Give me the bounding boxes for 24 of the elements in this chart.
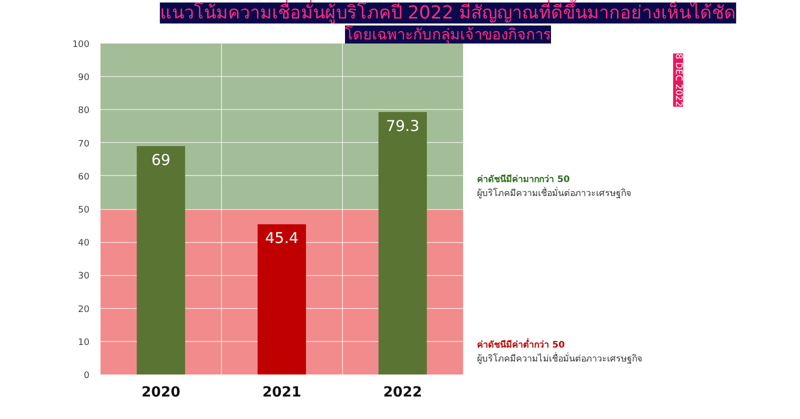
y-tick-label: 0 [84, 371, 90, 381]
bar [136, 146, 186, 374]
data-label: 45.4 [265, 229, 299, 248]
bar [258, 224, 306, 374]
y-tick-label: 100 [72, 40, 90, 50]
x-tick-label: 2022 [383, 384, 422, 400]
y-tick-label: 20 [78, 304, 90, 315]
y-tick-label: 80 [78, 106, 90, 116]
y-tick-label: 50 [78, 206, 90, 216]
band-label: ค่าดัชนีมีค่ามากกว่า 50 ผู้บริโภคมีความเชื่อมั่นต่อภาวะเศรษฐกิจ [477, 174, 632, 200]
y-tick-label: 40 [78, 238, 90, 249]
bar [378, 112, 427, 374]
band-label: ค่าดัชนีมีค่าต่ำกว่า 50 ผู้บริโภคมีความไม่เชื่อมั่นต่อภาวะเศรษฐกิจ [477, 338, 642, 365]
data-label: 69 [151, 151, 170, 170]
x-tick-label: 2021 [262, 384, 302, 400]
y-tick-label: 30 [78, 272, 90, 282]
y-tick-label: 10 [78, 338, 90, 348]
y-tick-label: 60 [78, 172, 90, 182]
x-tick-label: 2020 [141, 384, 181, 400]
y-tick-label: 90 [78, 73, 90, 84]
chart-subtitle: โดยเฉพาะกับกลุ่มเจ้าของกิจการ [345, 26, 551, 44]
text: 8 DEC 2022 [673, 54, 684, 107]
data-label: 79.3 [386, 117, 420, 136]
y-tick-label: 70 [78, 139, 90, 150]
